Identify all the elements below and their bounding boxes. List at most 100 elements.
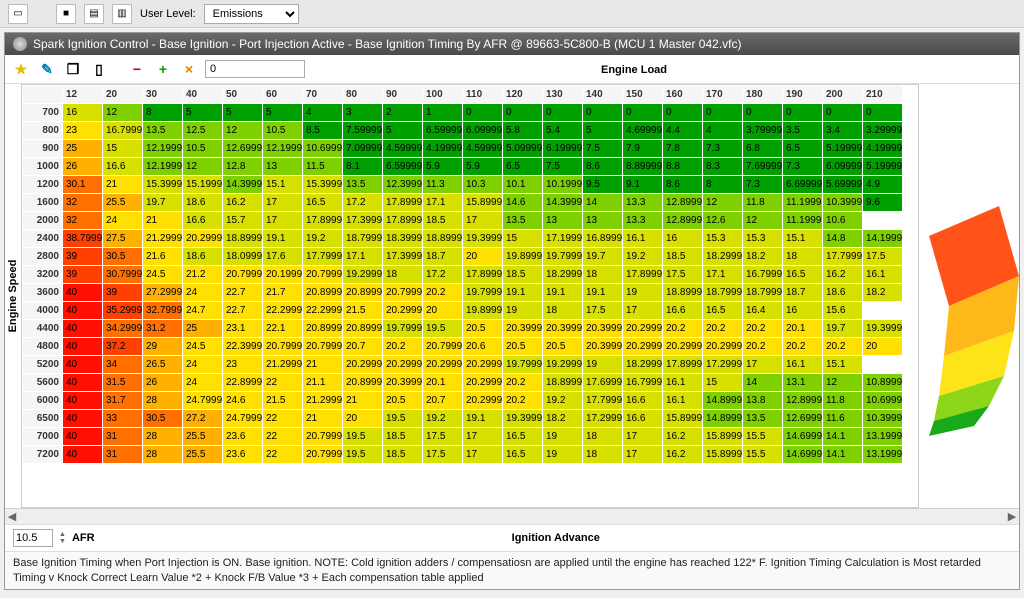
cell[interactable]: 25.5 bbox=[183, 428, 223, 446]
cell[interactable]: 16.5 bbox=[503, 446, 543, 464]
cell[interactable]: 12.8999 bbox=[663, 194, 703, 212]
cell[interactable]: 18.2999 bbox=[703, 248, 743, 266]
cell[interactable]: 5 bbox=[263, 104, 303, 122]
cell[interactable]: 18.5 bbox=[423, 212, 463, 230]
cell[interactable]: 14.6999 bbox=[783, 446, 823, 464]
cell[interactable]: 15.1 bbox=[823, 356, 863, 374]
cell[interactable]: 12.5 bbox=[183, 122, 223, 140]
cell[interactable]: 18 bbox=[383, 266, 423, 284]
cell[interactable]: 3.79999 bbox=[743, 122, 783, 140]
col-header[interactable]: 30 bbox=[143, 86, 183, 104]
cell[interactable]: 14.8999 bbox=[703, 410, 743, 428]
cell[interactable]: 40 bbox=[63, 428, 103, 446]
cell[interactable]: 15 bbox=[703, 374, 743, 392]
cell[interactable]: 8 bbox=[703, 176, 743, 194]
row-header[interactable]: 3600 bbox=[23, 284, 63, 302]
cell[interactable]: 6.5 bbox=[503, 158, 543, 176]
cell[interactable]: 0 bbox=[703, 104, 743, 122]
cell[interactable]: 17 bbox=[623, 428, 663, 446]
cell[interactable]: 17.1 bbox=[423, 194, 463, 212]
cell[interactable]: 12.3999 bbox=[383, 176, 423, 194]
cell[interactable]: 5.4 bbox=[543, 122, 583, 140]
cell[interactable]: 20.5 bbox=[383, 392, 423, 410]
cell[interactable]: 19.7 bbox=[583, 248, 623, 266]
cell[interactable]: 28 bbox=[143, 428, 183, 446]
times-button[interactable]: × bbox=[179, 59, 199, 79]
cell[interactable]: 20.1999 bbox=[263, 266, 303, 284]
cell[interactable]: 18.7 bbox=[423, 248, 463, 266]
cell[interactable]: 24 bbox=[183, 284, 223, 302]
cell[interactable]: 18.8999 bbox=[543, 374, 583, 392]
cell[interactable]: 5 bbox=[183, 104, 223, 122]
cell[interactable]: 17.5 bbox=[423, 446, 463, 464]
cell[interactable]: 40 bbox=[63, 374, 103, 392]
cell[interactable]: 14.6999 bbox=[783, 428, 823, 446]
cell[interactable]: 12 bbox=[183, 158, 223, 176]
cell[interactable]: 10.6 bbox=[823, 212, 863, 230]
cell[interactable]: 25.5 bbox=[183, 446, 223, 464]
cell[interactable]: 10.8999 bbox=[863, 374, 903, 392]
cell[interactable]: 17.6999 bbox=[583, 374, 623, 392]
cell[interactable]: 14.6 bbox=[503, 194, 543, 212]
cell[interactable]: 17.3999 bbox=[343, 212, 383, 230]
cell[interactable]: 20 bbox=[863, 338, 903, 356]
cell[interactable]: 20.7999 bbox=[263, 338, 303, 356]
col-header[interactable]: 60 bbox=[263, 86, 303, 104]
cell[interactable]: 20.2999 bbox=[703, 338, 743, 356]
cell[interactable]: 16.1 bbox=[863, 266, 903, 284]
row-header[interactable]: 4800 bbox=[23, 338, 63, 356]
cell[interactable]: 15.8999 bbox=[703, 428, 743, 446]
cell[interactable]: 19.8999 bbox=[463, 302, 503, 320]
cell[interactable]: 18.2 bbox=[543, 410, 583, 428]
tb-icon-4[interactable]: ▥ bbox=[112, 4, 132, 24]
col-header[interactable]: 190 bbox=[783, 86, 823, 104]
cell[interactable]: 20.3999 bbox=[583, 338, 623, 356]
cell[interactable]: 15.5 bbox=[743, 446, 783, 464]
cell[interactable]: 25 bbox=[63, 140, 103, 158]
cell[interactable]: 8.3 bbox=[703, 158, 743, 176]
cell[interactable]: 7.69999 bbox=[743, 158, 783, 176]
cell[interactable]: 18.6 bbox=[823, 284, 863, 302]
cell[interactable]: 16.5 bbox=[783, 266, 823, 284]
cell[interactable]: 7.8 bbox=[663, 140, 703, 158]
cell[interactable]: 15.1 bbox=[263, 176, 303, 194]
cell[interactable]: 8.5 bbox=[303, 122, 343, 140]
cell[interactable]: 4 bbox=[703, 122, 743, 140]
cell[interactable]: 21 bbox=[143, 212, 183, 230]
cell[interactable]: 24.6 bbox=[223, 392, 263, 410]
cell[interactable]: 18 bbox=[583, 446, 623, 464]
cell[interactable]: 19.7999 bbox=[503, 356, 543, 374]
cell[interactable]: 22 bbox=[263, 410, 303, 428]
cell[interactable]: 24 bbox=[103, 212, 143, 230]
cell[interactable]: 13.5 bbox=[743, 410, 783, 428]
cell[interactable]: 16.2 bbox=[823, 266, 863, 284]
cell[interactable]: 15.1 bbox=[783, 230, 823, 248]
cell[interactable]: 35.2999 bbox=[103, 302, 143, 320]
star-icon[interactable]: ★ bbox=[11, 59, 31, 79]
cell[interactable]: 16.2 bbox=[663, 428, 703, 446]
cell[interactable]: 22.8999 bbox=[223, 374, 263, 392]
cell[interactable]: 24.7999 bbox=[183, 392, 223, 410]
tb-icon-1[interactable]: ▭ bbox=[8, 4, 28, 24]
cell[interactable]: 24.5 bbox=[183, 338, 223, 356]
cell[interactable]: 20.7999 bbox=[383, 284, 423, 302]
cell[interactable]: 18.8999 bbox=[223, 230, 263, 248]
cell[interactable]: 12.1999 bbox=[143, 158, 183, 176]
col-header[interactable]: 20 bbox=[103, 86, 143, 104]
cell[interactable]: 20.5 bbox=[503, 338, 543, 356]
cell[interactable]: 18.0999 bbox=[223, 248, 263, 266]
cell[interactable]: 20.7 bbox=[343, 338, 383, 356]
cell[interactable]: 4.9 bbox=[863, 176, 903, 194]
cell[interactable]: 13.1999 bbox=[863, 428, 903, 446]
cell[interactable]: 19.2 bbox=[303, 230, 343, 248]
cell[interactable]: 18.7999 bbox=[343, 230, 383, 248]
cell[interactable]: 7.3 bbox=[743, 176, 783, 194]
cell[interactable]: 11.3 bbox=[423, 176, 463, 194]
cell[interactable]: 17.1999 bbox=[543, 230, 583, 248]
cell[interactable]: 7.3 bbox=[783, 158, 823, 176]
cell[interactable]: 17.7999 bbox=[583, 392, 623, 410]
cell[interactable]: 17.7999 bbox=[823, 248, 863, 266]
cell[interactable]: 21.6 bbox=[143, 248, 183, 266]
cell[interactable]: 11.8 bbox=[743, 194, 783, 212]
cell[interactable]: 16.6 bbox=[183, 212, 223, 230]
